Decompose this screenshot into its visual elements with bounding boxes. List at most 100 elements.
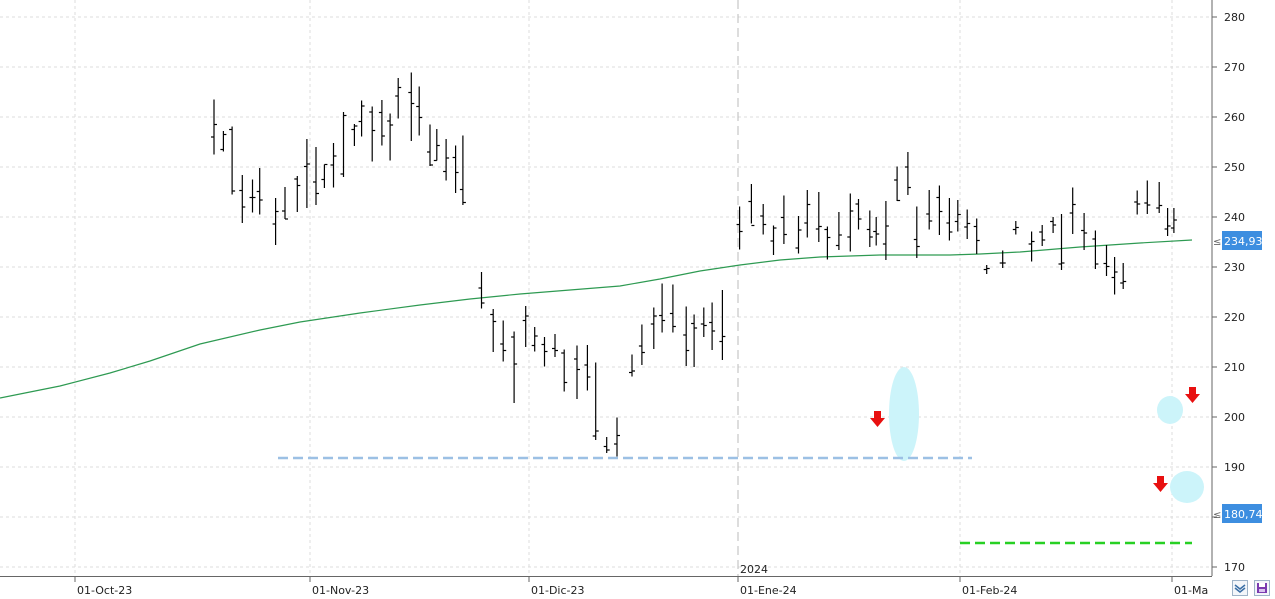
svg-text:180,74: 180,74 [1224, 508, 1263, 521]
ohlc-bar [873, 217, 880, 246]
ohlc-bar [229, 126, 236, 195]
ohlc-bar [313, 147, 319, 205]
down-arrow-icon [1153, 476, 1168, 492]
x-axis-ticks: 01-Oct-23 01-Nov-23 01-Dic-23 01-Ene-24 01-F… [74, 576, 1208, 597]
ohlc-bar [443, 139, 450, 181]
svg-text:≤: ≤ [1213, 510, 1221, 521]
ohlc-bar [954, 200, 961, 232]
double-chevron-icon [1234, 584, 1246, 593]
ohlc-bar [522, 306, 529, 347]
y-tick-label: 270 [1224, 61, 1245, 74]
ohlc-bar [395, 78, 402, 119]
ohlc-bar [256, 168, 263, 215]
ohlc-bar [478, 272, 485, 309]
x-tick-label: 01-Nov-23 [312, 584, 369, 597]
x-tick-label: 01-Ma [1174, 584, 1208, 597]
ohlc-bar [511, 331, 518, 403]
ohlc-bar [459, 135, 466, 205]
ohlc-bar [584, 345, 591, 391]
svg-text:≤: ≤ [1213, 237, 1221, 248]
ohlc-bar [452, 145, 459, 193]
ohlc-bar [719, 290, 726, 360]
ohlc-bar [815, 192, 822, 242]
ohlc-bar [408, 72, 415, 141]
highlight-ellipse-jan [889, 367, 919, 461]
down-arrow-icon [1185, 387, 1200, 403]
ohlc-bar [904, 152, 911, 195]
ohlc-bar [855, 199, 862, 230]
ohlc-bar [1012, 221, 1019, 235]
ohlc-bar [973, 218, 980, 254]
ohlc-bar [795, 216, 802, 254]
ohlc-bar [387, 113, 394, 161]
ohlc-bar [603, 437, 610, 453]
ohlc-bar [760, 204, 767, 235]
ohlc-bar [272, 198, 279, 245]
ohlc-bar [282, 187, 288, 220]
ohlc-bar [946, 198, 953, 241]
ohlc-bar [552, 334, 558, 357]
ohlc-bar [1058, 214, 1065, 270]
ohlc-bar [433, 129, 440, 162]
moving-average-line [0, 239, 1193, 399]
ohlc-bar [592, 362, 599, 440]
ohlc-bar [913, 206, 920, 258]
y-tick-label: 280 [1224, 11, 1245, 24]
x-tick-label: 01-Oct-23 [77, 584, 132, 597]
ohlc-bar [999, 250, 1006, 268]
y-tick-label: 210 [1224, 361, 1245, 374]
x-tick-label: 01-Ene-24 [740, 584, 797, 597]
y-axis-ticks: 280270260250240230220210200190180170 [1212, 11, 1245, 574]
ohlc-bar [561, 349, 568, 392]
ohlc-bar [709, 302, 716, 350]
highlight-circle-feb [1157, 396, 1183, 424]
ohlc-bar [358, 100, 365, 137]
ohlc-bar [1170, 208, 1177, 233]
ohlc-bar [847, 193, 854, 252]
ohlc-bar [614, 417, 620, 457]
x-tick-label: 01-Dic-23 [531, 584, 585, 597]
ohlc-bar [780, 195, 787, 244]
ohlc-bar [239, 175, 246, 223]
y-tick-label: 190 [1224, 461, 1245, 474]
ohlc-bar [1120, 263, 1127, 289]
ohlc-bar [964, 209, 971, 239]
ohlc-bar [427, 124, 433, 166]
ohlc-bar [1103, 245, 1110, 276]
ohlc-bar [330, 143, 337, 188]
ohlc-bar [1050, 217, 1057, 233]
ohlc-bar [1164, 208, 1171, 236]
ohlc-bar [574, 345, 580, 399]
ohlc-bar [220, 131, 227, 152]
ohlc-bar [736, 206, 743, 250]
highlight-circle-mar [1170, 471, 1204, 503]
ohlc-bar [1134, 190, 1141, 215]
ohlc-bar [1069, 187, 1076, 234]
ohlc-bar [1156, 182, 1163, 213]
y-tick-label: 240 [1224, 211, 1245, 224]
ohlc-bar [490, 309, 497, 352]
down-arrow-icon [870, 411, 885, 427]
x-tick-label: 01-Feb-24 [962, 584, 1017, 597]
save-button[interactable] [1254, 580, 1270, 596]
ohlc-bar [1092, 230, 1099, 269]
last-price-label: ≤ 180,74 [1213, 504, 1263, 523]
ohlc-bar [638, 324, 645, 365]
y-tick-label: 260 [1224, 111, 1245, 124]
ohlc-bars [211, 72, 1177, 457]
zoom-fit-button[interactable] [1232, 580, 1248, 596]
ohlc-bar [669, 284, 676, 333]
y-tick-label: 230 [1224, 261, 1245, 274]
ohlc-bar [369, 106, 376, 162]
ohlc-bar [804, 190, 811, 238]
ohlc-bar [378, 100, 385, 146]
ohlc-bar [659, 283, 666, 333]
save-icon [1257, 583, 1267, 593]
ohlc-bar [303, 139, 310, 208]
ohlc-bar [835, 212, 842, 250]
ohlc-bar [1144, 180, 1151, 214]
ohlc-bar [416, 86, 423, 136]
ohlc-bar [340, 112, 347, 177]
